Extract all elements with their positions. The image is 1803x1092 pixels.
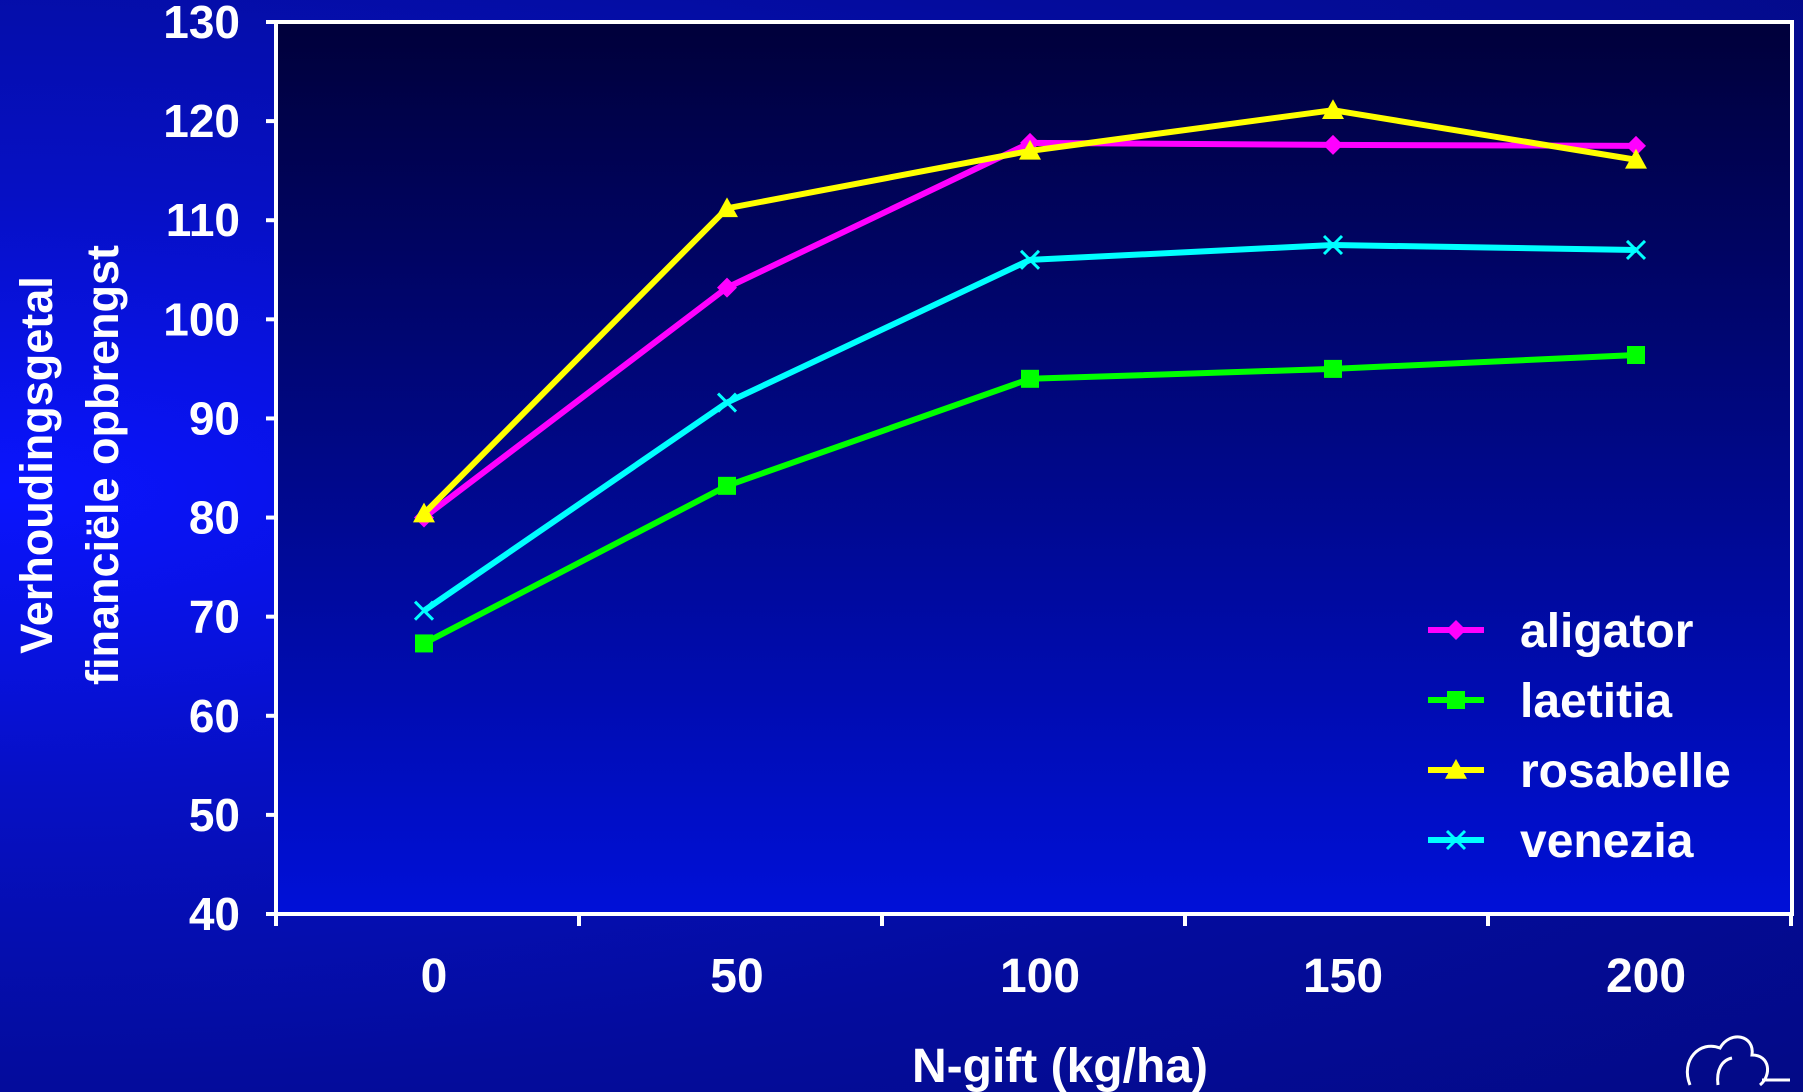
marker-stroke <box>1019 249 1041 270</box>
data-point <box>1625 148 1647 169</box>
y-tick-label: 70 <box>189 591 240 643</box>
data-point <box>1019 139 1041 160</box>
legend-marker <box>1447 691 1465 709</box>
x-tick-label: 0 <box>421 950 448 1003</box>
marker-stroke <box>716 392 738 413</box>
marker-stroke <box>1445 829 1467 851</box>
series-lines <box>413 99 1647 653</box>
y-tick-label: 130 <box>163 0 240 48</box>
y-axis-title-line-1: Verhoudingsgetal <box>11 276 62 654</box>
x-tick-label: 50 <box>710 950 763 1003</box>
logo-icon <box>1685 1035 1790 1087</box>
y-tick-label: 100 <box>163 293 240 345</box>
data-point <box>1322 234 1344 256</box>
legend-label: aligator <box>1520 605 1693 658</box>
data-point <box>413 600 435 621</box>
data-point <box>717 277 737 298</box>
series-venezia <box>413 234 1647 621</box>
y-tick-label: 110 <box>166 194 240 246</box>
y-tick-label: 40 <box>189 888 240 940</box>
data-point <box>1626 135 1646 156</box>
legend-label: venezia <box>1520 815 1694 868</box>
x-tick-label: 150 <box>1303 950 1383 1003</box>
x-tick-label: 100 <box>1000 950 1080 1003</box>
y-axis-title: Verhoudingsgetal financiële opbrengst <box>11 245 128 685</box>
legend: aligator laetitia rosabelle venezia <box>1428 605 1731 868</box>
plot-area <box>274 20 1794 916</box>
legend-label: rosabelle <box>1520 745 1731 798</box>
legend-item-venezia: venezia <box>1428 815 1694 868</box>
plot-background <box>274 20 1794 916</box>
y-tick-label: 60 <box>189 690 240 742</box>
y-tick-label: 90 <box>189 392 240 444</box>
marker-stroke <box>1625 239 1647 261</box>
data-point <box>413 502 435 523</box>
legend-item-laetitia: laetitia <box>1428 675 1672 728</box>
marker-stroke <box>1322 234 1344 256</box>
data-point <box>1324 359 1342 378</box>
marker-stroke <box>413 600 435 621</box>
legend-item-aligator: aligator <box>1428 605 1693 658</box>
x-axis: 0 50 100 150 200 <box>274 914 1793 1003</box>
series-rosabelle <box>413 99 1647 523</box>
data-point <box>718 476 736 495</box>
y-tick-label: 50 <box>189 789 240 841</box>
legend-marker <box>1445 759 1467 779</box>
legend-item-rosabelle: rosabelle <box>1428 745 1731 798</box>
data-point <box>716 197 738 218</box>
y-tick-label: 80 <box>189 492 240 544</box>
data-point <box>716 392 738 413</box>
y-axis-title-line-2: financiële opbrengst <box>77 245 128 685</box>
y-tick-label: 120 <box>163 95 240 147</box>
x-axis-title: N-gift (kg/ha) <box>912 1040 1208 1092</box>
y-axis: 40 50 60 70 80 90 100 110 120 130 <box>163 0 276 940</box>
data-point <box>415 634 433 653</box>
data-point <box>1322 99 1344 120</box>
legend-label: laetitia <box>1520 675 1672 728</box>
data-point <box>1019 249 1041 270</box>
data-point <box>1625 239 1647 261</box>
data-point <box>1627 346 1645 365</box>
x-tick-label: 200 <box>1606 950 1686 1003</box>
series-laetitia <box>415 346 1645 653</box>
data-point <box>1323 134 1343 155</box>
legend-marker <box>1445 829 1467 851</box>
legend-marker <box>1446 620 1466 640</box>
data-point <box>1021 369 1039 388</box>
